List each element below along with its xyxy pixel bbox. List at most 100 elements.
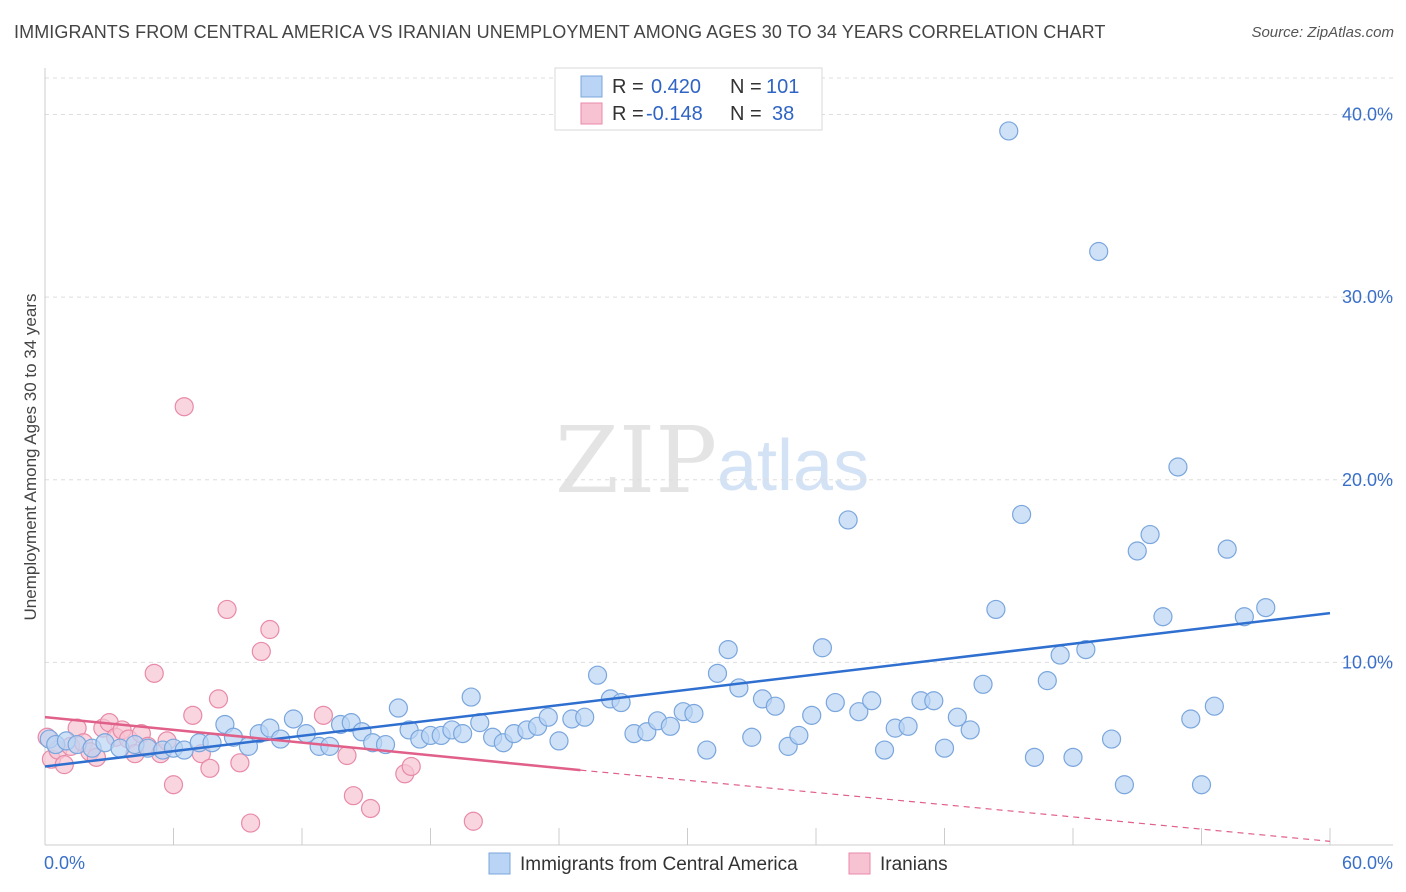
legend-box: R = 0.420 N = 101 R = -0.148 N = 38 [554,67,823,131]
data-point [461,687,481,707]
data-point [1127,541,1147,561]
data-point [200,758,220,778]
legend-n-value-2: 38 [772,103,794,125]
data-point [1181,709,1201,729]
data-point [375,734,396,755]
data-point [825,692,845,713]
data-point [697,740,717,760]
data-point [789,725,809,746]
data-point [144,663,164,683]
legend-r-value-1: 0.420 [651,76,701,98]
data-point [973,674,993,694]
data-point [1256,597,1276,618]
legend-r-label-2: R = [612,103,644,125]
data-point [1089,241,1109,262]
chart-source: Source: ZipAtlas.com [1251,24,1394,41]
data-point [1114,775,1135,795]
data-point [1076,639,1096,660]
bottom-legend: Immigrants from Central America Iranians [488,852,948,875]
data-point [1191,775,1212,795]
bottom-legend-swatch-blue [488,852,511,875]
data-point [337,745,357,766]
data-point [217,599,237,620]
data-point [241,813,261,833]
data-point [360,798,381,819]
data-point [1050,645,1070,665]
iranians-points [37,397,483,833]
data-point [934,738,955,758]
data-point [1011,504,1032,525]
gridlines: 10.0% 20.0% 30.0% 40.0% [45,77,1393,672]
data-point [549,731,569,751]
data-point [802,705,822,725]
watermark-atlas: atlas [717,426,869,506]
data-point [1168,457,1188,477]
axes [44,68,1393,846]
data-point [1101,729,1122,749]
data-point [260,619,280,640]
data-point [1140,524,1160,545]
data-point [1204,696,1224,716]
data-point [343,786,363,806]
data-point [684,703,704,724]
data-point [183,705,203,725]
legend-r-value-2: -0.148 [646,103,703,125]
data-point [388,698,408,718]
data-point [1024,747,1045,767]
chart-title: IMMIGRANTS FROM CENTRAL AMERICA VS IRANI… [14,22,1106,42]
data-point [947,707,967,727]
data-point [1234,607,1254,627]
y-axis-label: Unemployment Among Ages 30 to 34 years [21,294,40,621]
data-point [1217,539,1237,559]
data-point [453,724,473,744]
data-point [1063,747,1083,767]
legend-n-label-1: N = [730,76,762,98]
data-point [587,665,608,685]
data-point [575,707,595,727]
bottom-legend-label-blue: Immigrants from Central America [520,854,798,875]
y-tick-label: 10.0% [1342,652,1393,672]
data-point [401,756,421,777]
y-tick-label: 20.0% [1342,470,1393,490]
y-tick-label: 30.0% [1342,287,1393,307]
data-point [862,691,882,711]
legend-n-label-2: N = [730,103,762,125]
data-point [742,727,762,747]
legend-swatch-pink [580,102,603,125]
data-point [960,720,980,740]
central-america-points [39,121,1276,795]
data-point [660,716,680,736]
data-point [174,397,194,417]
data-point [812,638,833,658]
x-tick-label-min: 0.0% [44,853,85,873]
legend-n-value-1: 101 [766,76,799,98]
data-point [283,709,304,729]
data-point [313,705,334,725]
data-point [538,707,558,727]
bottom-legend-swatch-pink [848,852,871,875]
data-point [707,663,728,683]
y-tick-label: 40.0% [1342,105,1393,125]
data-point [202,733,222,753]
data-point [849,702,869,722]
data-point [838,510,858,530]
trend-line-central-america [44,611,1331,768]
data-point [924,691,944,711]
data-point [718,639,738,660]
data-point [999,121,1019,141]
data-point [463,811,483,831]
data-point [1037,671,1057,691]
legend-r-label-1: R = [612,76,644,98]
trend-lines [44,611,1331,842]
trend-line-iranians-extrapolated [580,769,1331,842]
data-point [986,599,1006,620]
bottom-legend-label-pink: Iranians [880,854,948,875]
data-point [230,753,250,773]
trend-line-iranians [44,715,581,772]
data-point [898,716,918,736]
data-point [208,689,229,709]
data-point [1153,607,1173,627]
data-point [163,775,184,795]
watermark-zip: ZIP [555,407,717,514]
